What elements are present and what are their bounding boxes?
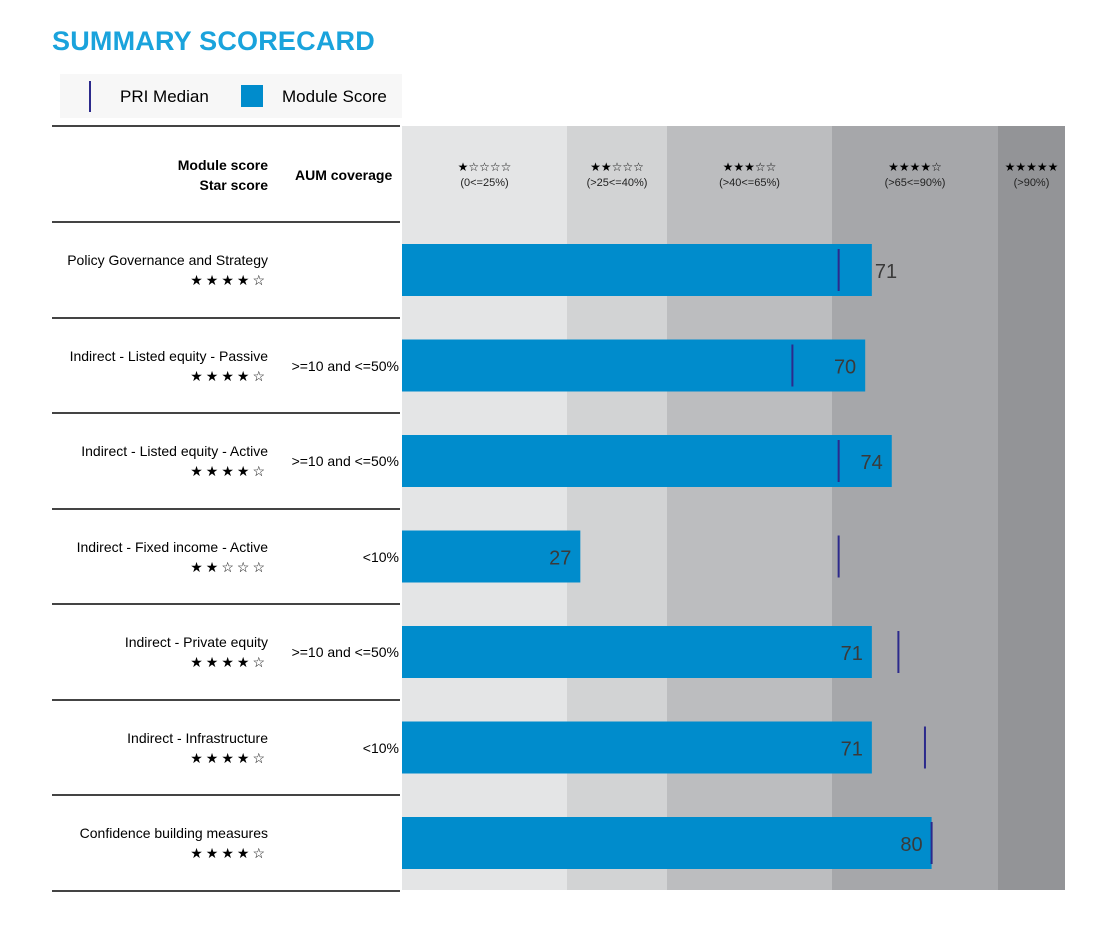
legend-median-marker	[89, 81, 91, 112]
row-module-name: Indirect - Fixed income - Active	[76, 538, 268, 555]
row-module-name: Indirect - Listed equity - Active	[81, 443, 268, 459]
row-aum-coverage: >=10 and <=50%	[291, 453, 399, 469]
band-range-label: (>90%)	[1014, 177, 1050, 189]
score-value-label: 27	[549, 548, 571, 570]
row-star-score: ★★☆☆☆	[190, 558, 268, 575]
row-divider	[52, 603, 400, 605]
band-5	[998, 126, 1065, 890]
score-bar	[402, 244, 872, 296]
band-stars-label: ★★★☆☆	[723, 160, 777, 174]
row-star-score: ★★★★☆	[190, 845, 268, 861]
row-divider	[52, 316, 400, 319]
row-divider	[52, 794, 400, 796]
score-bar	[402, 435, 892, 487]
median-marker	[837, 249, 840, 291]
row-module-name: Confidence building measures	[79, 825, 268, 841]
row-aum-coverage: <10%	[362, 739, 399, 756]
score-value-label: 71	[875, 261, 897, 283]
header-bottom-divider	[52, 221, 400, 223]
row-star-score: ★★★★☆	[190, 367, 268, 384]
band-stars-label: ★★★★☆	[888, 160, 942, 174]
chart-legend: PRI Median Module Score	[60, 74, 402, 118]
band-range-label: (>25<=40%)	[587, 177, 648, 189]
row-divider	[52, 507, 400, 510]
score-bar	[402, 530, 581, 583]
header-module-score: Module score	[177, 157, 268, 173]
band-4	[832, 126, 998, 890]
row-star-score: ★★★★☆	[190, 654, 268, 670]
row-aum-coverage: >=10 and <=50%	[291, 644, 399, 660]
row-star-score: ★★★★☆	[190, 463, 268, 479]
band-stars-label: ★☆☆☆☆	[458, 160, 512, 174]
median-marker	[837, 535, 840, 578]
legend-median-label: PRI Median	[120, 87, 209, 106]
header-top-divider	[52, 125, 400, 127]
band-stars-label: ★★☆☆☆	[590, 160, 644, 174]
band-range-label: (0<=25%)	[460, 177, 508, 189]
band-range-label: (>65<=90%)	[885, 177, 946, 189]
page-title: SUMMARY SCORECARD	[52, 26, 375, 56]
row-divider	[52, 889, 400, 892]
band-3	[667, 126, 832, 890]
median-marker	[791, 344, 794, 387]
score-value-label: 71	[841, 643, 863, 665]
score-bar	[402, 339, 866, 392]
row-module-name: Indirect - Private equity	[124, 634, 268, 650]
score-value-label: 74	[861, 452, 883, 474]
row-star-score: ★★★★☆	[190, 749, 268, 766]
score-bar	[402, 721, 872, 774]
header-aum-coverage: AUM coverage	[295, 167, 393, 183]
score-bar	[402, 626, 872, 678]
row-aum-coverage: <10%	[362, 548, 399, 565]
band-1	[402, 126, 567, 890]
row-star-score: ★★★★☆	[190, 272, 268, 288]
band-range-label: (>40<=65%)	[719, 177, 780, 189]
score-value-label: 70	[834, 357, 856, 379]
band-2	[567, 126, 667, 890]
row-divider	[52, 698, 400, 701]
score-bar	[402, 817, 932, 869]
median-marker	[897, 631, 900, 673]
median-marker	[930, 822, 933, 864]
score-value-label: 80	[900, 834, 922, 856]
row-divider	[52, 412, 400, 414]
header-star-score: Star score	[199, 177, 268, 193]
median-marker	[923, 726, 926, 769]
row-module-name: Indirect - Infrastructure	[127, 729, 268, 746]
row-module-name: Indirect - Listed equity - Passive	[69, 347, 268, 364]
row-aum-coverage: >=10 and <=50%	[291, 357, 399, 374]
legend-score-swatch	[241, 85, 263, 107]
median-marker	[837, 440, 840, 482]
band-stars-label: ★★★★★	[1005, 160, 1059, 174]
legend-score-label: Module Score	[282, 87, 387, 106]
score-value-label: 71	[841, 739, 863, 761]
row-module-name: Policy Governance and Strategy	[67, 252, 268, 268]
